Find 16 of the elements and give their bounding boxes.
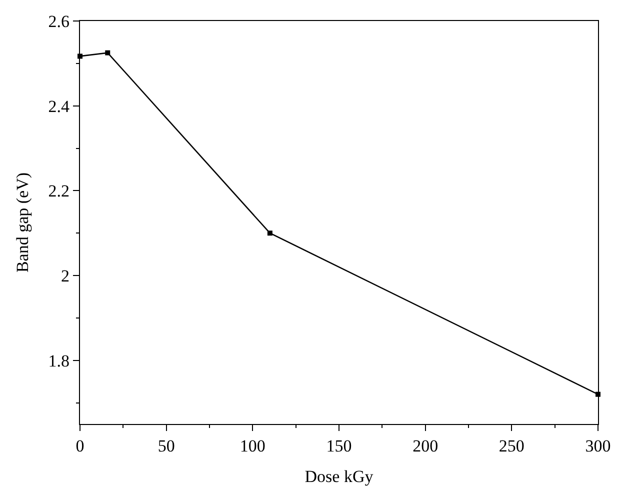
y-tick-label: 2 [61, 266, 70, 286]
x-tick-label: 250 [498, 436, 524, 456]
x-axis-title: Dose kGy [304, 466, 374, 486]
y-tick-label: 2.6 [48, 12, 70, 31]
point [267, 230, 272, 236]
x-tick-label: 0 [76, 436, 84, 456]
y-axis-title: Band gap (eV) [12, 172, 32, 273]
x-tick-label: 150 [326, 436, 352, 456]
point [105, 50, 110, 56]
x-tick-label: 50 [158, 436, 175, 456]
x-tick-label: 200 [412, 436, 438, 456]
y-tick-label: 2.2 [48, 182, 70, 201]
y-tick-label: 2.4 [48, 96, 70, 116]
x-tick-label: 100 [240, 436, 266, 456]
y-tick-label: 1.8 [48, 351, 70, 370]
x-tick-label: 300 [585, 436, 611, 456]
